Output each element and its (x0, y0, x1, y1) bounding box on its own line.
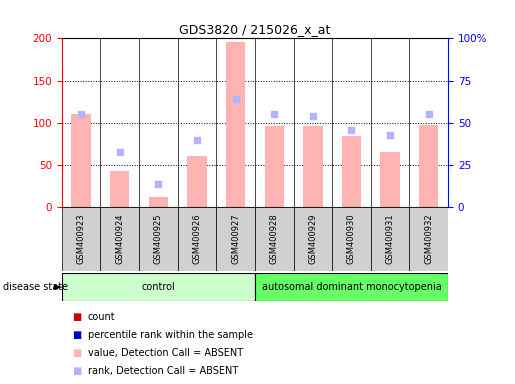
Bar (381, 152, 400, 207)
Text: GSM400928: GSM400928 (270, 214, 279, 264)
Text: value, Detection Call = ABSENT: value, Detection Call = ABSENT (88, 348, 243, 358)
Bar (332, 207, 371, 271)
Bar (255, 207, 294, 271)
Text: disease state: disease state (3, 282, 67, 292)
Text: rank, Detection Call = ABSENT: rank, Detection Call = ABSENT (88, 366, 238, 376)
Bar (62, 273, 255, 301)
Bar (371, 207, 409, 271)
Point (309, 113, 317, 119)
Bar (255, 273, 448, 301)
Point (154, 180, 163, 187)
Point (232, 96, 240, 102)
Title: GDS3820 / 215026_x_at: GDS3820 / 215026_x_at (179, 23, 331, 36)
Text: GSM400923: GSM400923 (77, 214, 85, 264)
Text: GSM400925: GSM400925 (154, 214, 163, 264)
Text: GSM400927: GSM400927 (231, 214, 240, 264)
Text: percentile rank within the sample: percentile rank within the sample (88, 330, 252, 340)
Bar (110, 171, 129, 207)
Point (270, 111, 278, 118)
Bar (216, 207, 255, 271)
Text: GSM400930: GSM400930 (347, 214, 356, 264)
Bar (149, 197, 168, 207)
Point (115, 149, 124, 155)
Bar (265, 126, 284, 207)
Bar (72, 114, 91, 207)
Bar (187, 156, 207, 207)
Point (347, 127, 355, 133)
Bar (139, 207, 178, 271)
Bar (409, 207, 448, 271)
Text: GSM400926: GSM400926 (193, 214, 201, 264)
Text: GSM400931: GSM400931 (386, 214, 394, 264)
Text: ■: ■ (72, 330, 81, 340)
Bar (419, 126, 438, 207)
Text: ■: ■ (72, 312, 81, 322)
Bar (178, 207, 216, 271)
Point (424, 111, 433, 118)
Text: control: control (142, 282, 175, 292)
Point (77, 111, 85, 118)
Bar (100, 207, 139, 271)
Text: count: count (88, 312, 115, 322)
Bar (294, 207, 332, 271)
Text: autosomal dominant monocytopenia: autosomal dominant monocytopenia (262, 282, 441, 292)
Text: ■: ■ (72, 366, 81, 376)
Text: GSM400924: GSM400924 (115, 214, 124, 264)
Point (193, 137, 201, 143)
Text: GSM400932: GSM400932 (424, 214, 433, 264)
Point (386, 132, 394, 138)
Bar (62, 207, 100, 271)
Bar (226, 42, 245, 207)
Text: ►: ► (54, 282, 63, 292)
Text: GSM400929: GSM400929 (308, 214, 317, 264)
Bar (303, 126, 322, 207)
Text: ■: ■ (72, 348, 81, 358)
Bar (342, 136, 361, 207)
